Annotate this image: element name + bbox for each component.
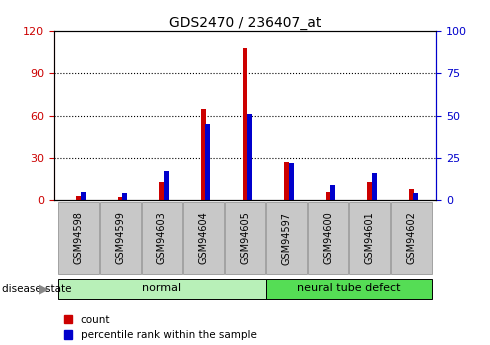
Bar: [371, 173, 377, 200]
Text: GSM94599: GSM94599: [115, 211, 125, 265]
Bar: [289, 163, 294, 200]
FancyBboxPatch shape: [142, 201, 182, 275]
Bar: [409, 189, 414, 200]
Bar: [118, 197, 123, 200]
Title: GDS2470 / 236407_at: GDS2470 / 236407_at: [169, 16, 321, 30]
FancyBboxPatch shape: [308, 201, 348, 275]
Bar: [122, 193, 127, 200]
Bar: [201, 109, 206, 200]
FancyBboxPatch shape: [183, 201, 224, 275]
Legend: count, percentile rank within the sample: count, percentile rank within the sample: [64, 315, 257, 340]
Bar: [159, 182, 165, 200]
Bar: [367, 182, 372, 200]
Text: ▶: ▶: [39, 283, 49, 296]
FancyBboxPatch shape: [100, 201, 141, 275]
FancyBboxPatch shape: [58, 201, 99, 275]
Bar: [247, 114, 252, 200]
FancyBboxPatch shape: [266, 279, 432, 299]
FancyBboxPatch shape: [349, 201, 390, 275]
Bar: [284, 162, 289, 200]
Text: GSM94603: GSM94603: [157, 212, 167, 264]
Text: normal: normal: [143, 284, 181, 294]
Text: GSM94605: GSM94605: [240, 211, 250, 265]
FancyBboxPatch shape: [224, 201, 266, 275]
Text: GSM94597: GSM94597: [282, 211, 292, 265]
Text: neural tube defect: neural tube defect: [297, 284, 401, 294]
FancyBboxPatch shape: [391, 201, 432, 275]
Bar: [81, 191, 86, 200]
Bar: [325, 191, 331, 200]
FancyBboxPatch shape: [58, 279, 266, 299]
Text: disease state: disease state: [2, 284, 72, 294]
FancyBboxPatch shape: [266, 201, 307, 275]
Text: GSM94600: GSM94600: [323, 212, 333, 264]
Bar: [413, 193, 418, 200]
Bar: [243, 48, 247, 200]
Bar: [205, 124, 210, 200]
Text: GSM94601: GSM94601: [365, 212, 375, 264]
Bar: [76, 196, 81, 200]
Text: GSM94604: GSM94604: [198, 212, 208, 264]
Bar: [164, 171, 169, 200]
Text: GSM94598: GSM94598: [74, 211, 84, 265]
Bar: [330, 185, 335, 200]
Text: GSM94602: GSM94602: [406, 211, 416, 265]
